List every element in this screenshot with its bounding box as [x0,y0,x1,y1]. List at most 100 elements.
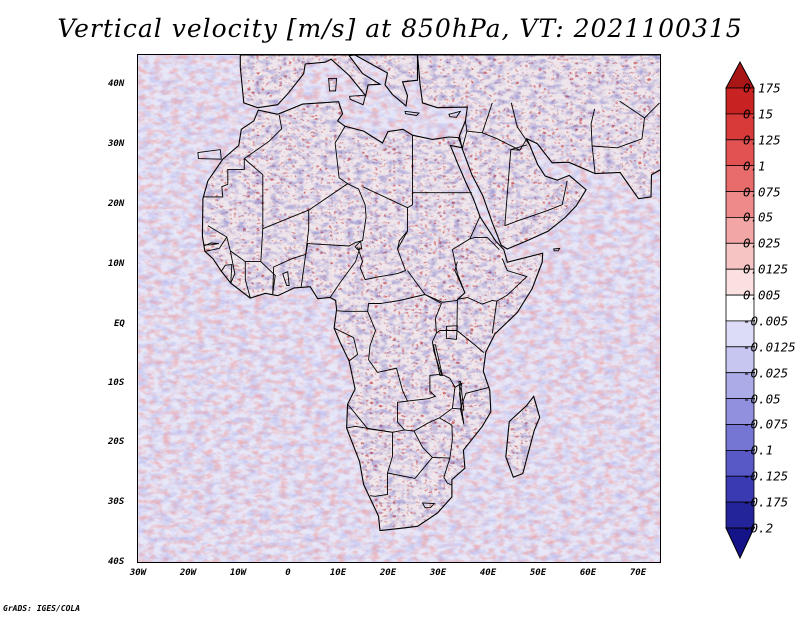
lat-label: 20S [108,437,125,447]
lat-label: 30S [108,497,125,507]
country-border [504,180,568,227]
europe-coastline [239,55,419,109]
lon-label: 70E [629,568,647,578]
colorbar-bin [725,424,755,451]
lon-label: 50E [529,568,547,578]
colorbar-tick-label: 0.15 [743,106,774,122]
country-border [244,261,251,299]
coastline-and-borders [197,55,660,532]
country-border [300,254,307,287]
colorbar-tick-label: 0.005 [743,287,781,303]
colorbar-bin [725,294,755,322]
country-border [203,242,219,247]
country-border [244,114,283,159]
colorbar-tick-label: 0.075 [743,184,781,200]
lat-label: 30N [108,139,125,149]
africa-coastline [201,101,544,532]
lat-label: 40N [108,79,125,89]
lake-shoreline [282,271,290,286]
country-border [346,425,393,497]
colorbar-bin [725,242,755,270]
island-coastline [553,247,561,252]
country-border [220,264,233,284]
lake-shoreline [432,344,443,376]
colorbar-tick-label: -0.2 [743,520,774,536]
country-border [469,237,500,250]
lat-label: EQ [114,319,125,329]
country-border [590,108,596,174]
country-border [457,297,498,334]
country-border [592,102,660,149]
vertical-velocity-field [138,55,660,562]
country-border [204,236,228,252]
map-title: Vertical velocity [m/s] at 850hPa, VT: 2… [57,14,743,43]
credit-text: GrADS: IGES/COLA [3,604,81,613]
lat-label: 40S [108,557,125,567]
country-border [329,247,361,298]
island-coastline [349,94,367,106]
country-border [459,386,490,410]
country-border [454,261,466,293]
lon-label: 20W [179,568,197,578]
country-border [334,142,348,185]
asia-coastline [416,55,660,250]
country-border [422,502,436,509]
island-coastline [197,149,222,160]
country-border [207,225,264,263]
colorbar-tick-label: -0.05 [743,391,781,407]
colorbar-tick-label: -0.1 [743,442,774,458]
colorbar-tick-label: 0.05 [743,209,774,225]
lon-label: 60E [579,568,597,578]
colorbar-bin [725,191,755,218]
lake-shoreline [354,240,363,251]
country-border [504,149,520,226]
lon-label: 30W [129,568,147,578]
colorbar-bin [725,87,755,115]
country-border [305,183,367,255]
country-border [482,132,528,151]
map-panel [137,54,661,563]
island-coastline [404,110,420,116]
colorbar-bin [725,268,755,296]
colorbar-bin [725,320,755,348]
colorbar-tick-label: -0.005 [743,313,789,329]
country-border [424,294,442,333]
country-border [244,158,264,229]
country-border [229,250,236,284]
lon-label: 0 [285,568,291,578]
country-border [496,258,528,302]
colorbar-tick-label: 0.125 [743,132,781,148]
country-border [510,102,531,146]
country-border [619,100,645,119]
colorbar-tick-label: -0.025 [743,365,789,381]
country-border [510,144,528,151]
colorbar-bin [725,216,755,244]
colorbar-tick-label: 0.1 [743,158,766,174]
colorbar [725,60,755,560]
country-border [413,417,453,459]
country-border [260,261,276,294]
colorbar-min-arrow [725,527,755,560]
colorbar-tick-label: 0.025 [743,235,781,251]
lat-label: 10S [108,378,125,388]
country-border [407,373,456,419]
country-border [336,294,426,312]
lake-shoreline [458,380,465,411]
colorbar-tick-label: 0.0125 [743,261,789,277]
lat-label: 10N [108,259,125,269]
country-border [407,192,472,209]
colorbar-tick-label: 0.175 [743,80,781,96]
country-border [202,158,245,198]
country-border [432,456,453,486]
island-coastline [328,77,338,92]
country-border [334,126,346,144]
lon-label: 30E [429,568,447,578]
colorbar-tick-label: -0.175 [743,494,789,510]
lake-shoreline [445,325,458,340]
colorbar-bin [725,346,755,374]
island-coastline [448,110,462,118]
country-border [367,311,415,432]
country-border [333,327,359,362]
colorbar-tick-label: -0.075 [743,416,789,432]
colorbar-bin [725,113,755,141]
